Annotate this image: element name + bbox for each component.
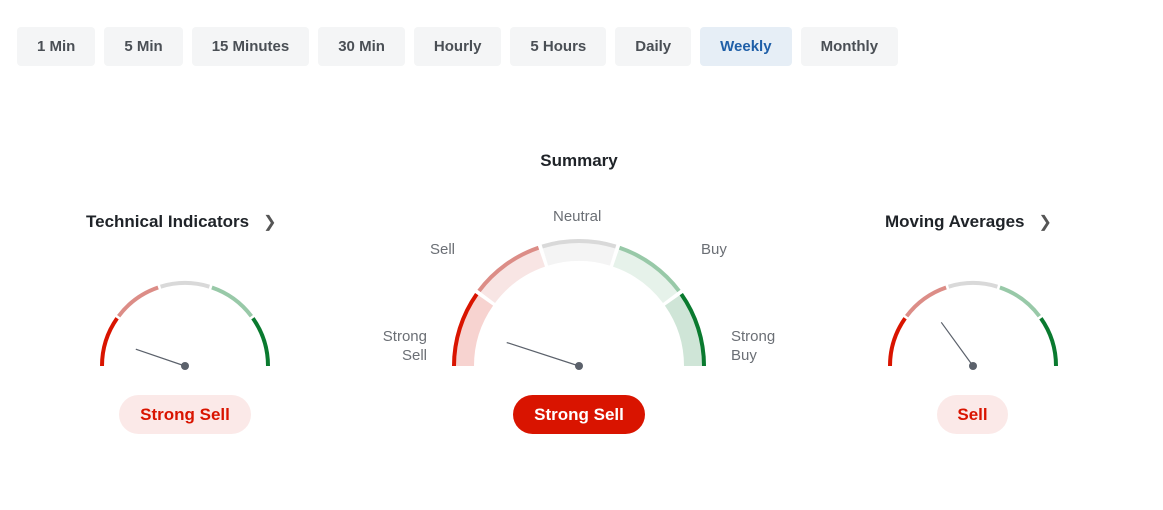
- summary-gauge-segment-buy: [618, 245, 681, 293]
- summary-gauge-band-sell: [477, 245, 546, 304]
- moving-averages-link[interactable]: Moving Averages ❯: [885, 212, 1052, 232]
- technical-indicators-gauge-segment-sell: [117, 285, 159, 318]
- tab-1-min[interactable]: 1 Min: [17, 27, 96, 66]
- summary-gauge-needle-pivot: [575, 362, 583, 370]
- tab-5-hours[interactable]: 5 Hours: [510, 27, 607, 66]
- technical-indicators-gauge-segment-neutral: [160, 281, 210, 289]
- moving-averages-gauge-segment-strong-sell: [888, 317, 907, 367]
- tab-weekly[interactable]: Weekly: [700, 27, 792, 66]
- gauge-label-strong-buy: Strong Buy: [731, 328, 776, 364]
- tab-30-min[interactable]: 30 Min: [318, 27, 405, 66]
- technical-indicators-gauge-needle: [135, 348, 186, 367]
- moving-averages-gauge-needle-pivot: [969, 362, 977, 370]
- summary-gauge-band-buy: [612, 245, 681, 304]
- timeframe-tabs: 1 Min 5 Min 15 Minutes 30 Min Hourly 5 Hours D…: [17, 27, 899, 66]
- summary-gauge-band-neutral: [541, 239, 617, 266]
- moving-averages-gauge-segment-buy: [999, 285, 1041, 318]
- gauge-label-sell: Sell: [430, 241, 456, 258]
- tab-hourly[interactable]: Hourly: [413, 27, 502, 66]
- moving-averages-gauge-segment-neutral: [948, 281, 998, 289]
- technical-indicators-gauge-segment-strong-sell: [100, 317, 119, 367]
- moving-averages-gauge-segment-strong-buy: [1039, 317, 1058, 367]
- chevron-right-icon: ❯: [263, 214, 277, 231]
- technical-indicators-gauge-needle-pivot: [181, 362, 189, 370]
- moving-averages-title: Moving Averages: [885, 212, 1025, 231]
- summary-gauge-needle: [506, 341, 580, 367]
- gauge-label-neutral: Neutral: [553, 208, 602, 225]
- technical-indicators-link[interactable]: Technical Indicators ❯: [86, 212, 277, 232]
- tab-monthly[interactable]: Monthly: [800, 27, 899, 66]
- summary-title: Summary: [540, 151, 618, 170]
- moving-averages-gauge-segment-sell: [905, 285, 947, 318]
- summary-gauge-segment-sell: [477, 245, 540, 293]
- gauge-label-strong-sell: Strong Sell: [382, 328, 427, 364]
- summary-gauge-band-strong-buy: [664, 292, 706, 367]
- chevron-right-icon: ❯: [1038, 214, 1052, 231]
- tab-daily[interactable]: Daily: [615, 27, 692, 66]
- summary-result-badge: Strong Sell: [513, 395, 645, 434]
- technical-indicators-result-badge: Strong Sell: [119, 395, 251, 434]
- technical-indicators-gauge-segment-strong-buy: [251, 317, 270, 367]
- summary-gauge-segment-strong-sell: [452, 292, 479, 367]
- technical-indicators-gauge-segment-buy: [211, 285, 253, 318]
- summary-gauge-band-strong-sell: [452, 292, 494, 367]
- technical-indicators-title: Technical Indicators: [86, 212, 250, 231]
- summary-gauge-segment-neutral: [541, 239, 617, 249]
- tab-5-min[interactable]: 5 Min: [104, 27, 183, 66]
- summary-gauge-segment-strong-buy: [679, 292, 706, 367]
- moving-averages-result-badge: Sell: [937, 395, 1008, 434]
- moving-averages-gauge-needle: [940, 321, 974, 367]
- tab-15-minutes[interactable]: 15 Minutes: [191, 27, 310, 66]
- gauge-label-buy: Buy: [701, 241, 727, 258]
